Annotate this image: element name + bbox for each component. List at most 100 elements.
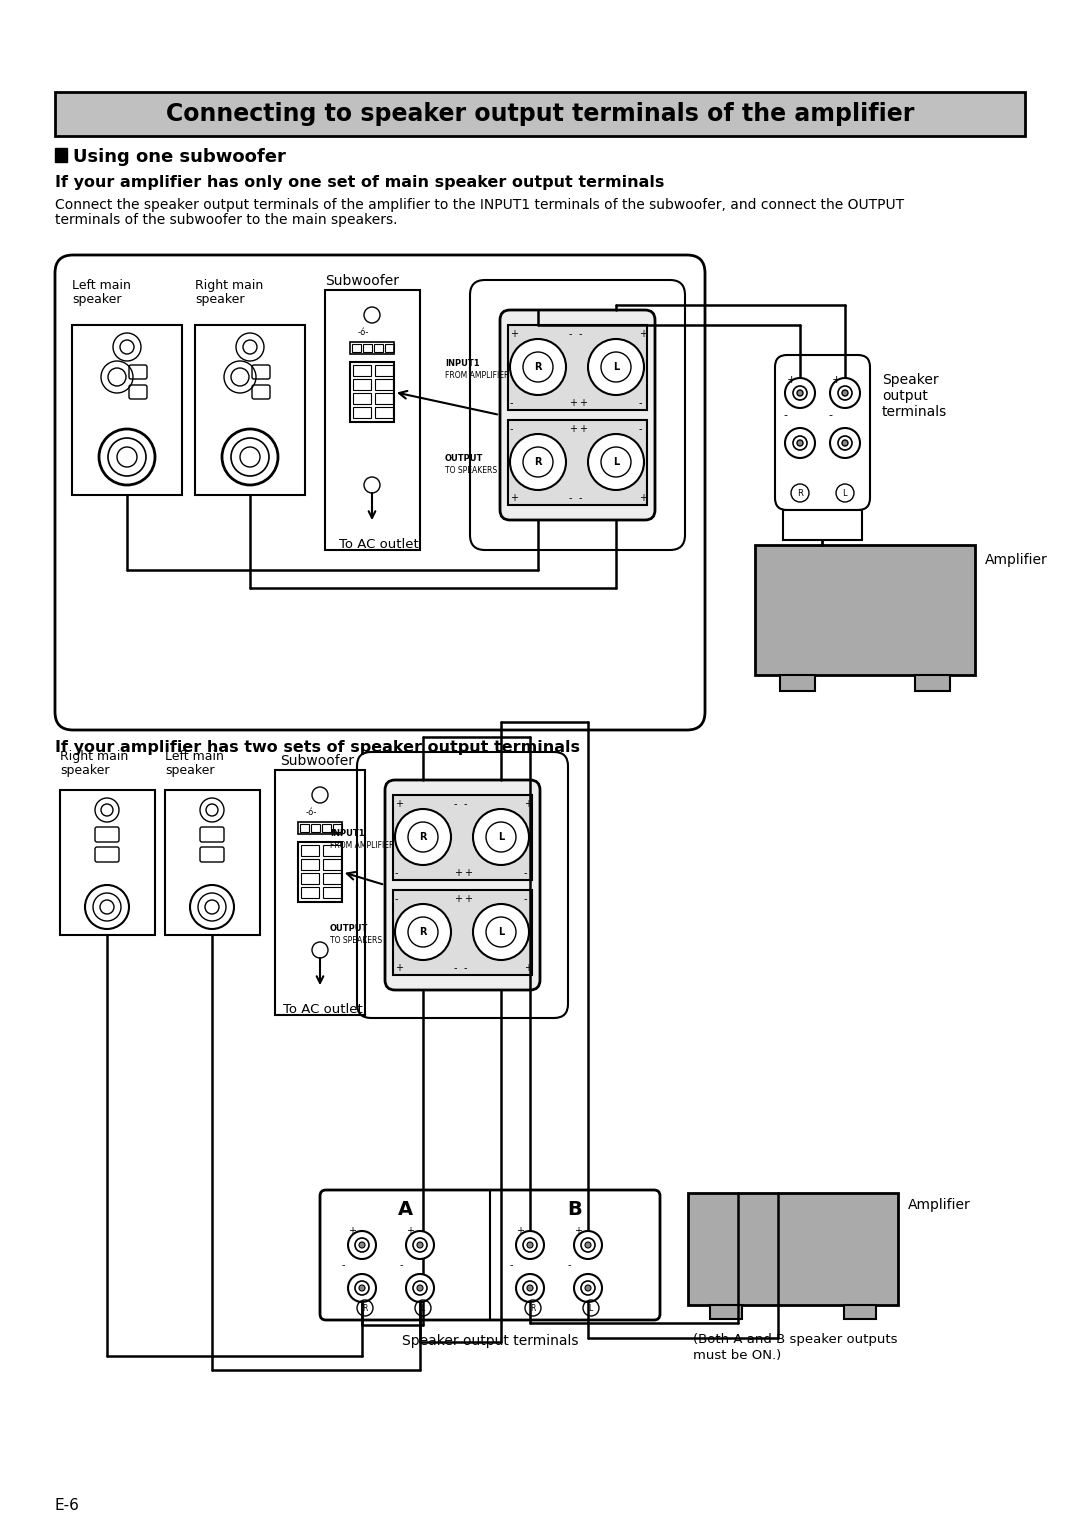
Bar: [353, 407, 372, 418]
Bar: [298, 823, 342, 835]
Bar: [300, 824, 309, 832]
Bar: [301, 887, 319, 897]
Bar: [393, 795, 532, 881]
Text: -: -: [579, 493, 582, 504]
Circle shape: [395, 809, 451, 865]
Circle shape: [838, 386, 852, 400]
Circle shape: [523, 1280, 537, 1296]
Circle shape: [523, 353, 553, 382]
Bar: [384, 343, 394, 353]
Text: +: +: [464, 868, 472, 877]
Text: +: +: [395, 963, 403, 974]
Circle shape: [527, 1242, 534, 1248]
Text: INPUT1: INPUT1: [445, 359, 480, 368]
Circle shape: [600, 353, 631, 382]
Bar: [60, 790, 156, 935]
Bar: [508, 325, 647, 410]
Bar: [374, 343, 383, 353]
Bar: [165, 790, 260, 935]
Text: R: R: [530, 1305, 536, 1312]
Text: +: +: [787, 375, 796, 385]
Text: terminals of the subwoofer to the main speakers.: terminals of the subwoofer to the main s…: [55, 214, 397, 227]
Bar: [311, 824, 320, 832]
Text: +: +: [524, 963, 532, 974]
Circle shape: [486, 823, 516, 852]
Circle shape: [581, 1238, 595, 1251]
Text: Amplifier: Amplifier: [908, 1198, 971, 1212]
Circle shape: [510, 433, 566, 490]
Text: L: L: [612, 362, 619, 372]
Circle shape: [842, 439, 848, 446]
Bar: [353, 365, 372, 375]
Bar: [333, 824, 342, 832]
Circle shape: [523, 1238, 537, 1251]
Text: FROM AMPLIFIER: FROM AMPLIFIER: [445, 371, 510, 380]
Bar: [301, 859, 319, 870]
Text: -: -: [510, 1260, 513, 1270]
Circle shape: [516, 1274, 544, 1302]
Bar: [301, 845, 319, 856]
Text: +: +: [454, 868, 462, 877]
Text: +: +: [569, 398, 577, 407]
Text: -: -: [464, 963, 468, 974]
Bar: [325, 290, 420, 549]
Bar: [352, 343, 361, 353]
Bar: [322, 824, 330, 832]
Circle shape: [588, 433, 644, 490]
Circle shape: [793, 436, 807, 450]
FancyBboxPatch shape: [320, 1190, 660, 1320]
Text: To AC outlet: To AC outlet: [339, 539, 419, 551]
Text: terminals: terminals: [882, 404, 947, 420]
Text: -: -: [579, 330, 582, 339]
Bar: [843, 1305, 876, 1318]
Circle shape: [413, 1238, 427, 1251]
Circle shape: [395, 903, 451, 960]
Circle shape: [413, 1280, 427, 1296]
Circle shape: [573, 1231, 602, 1259]
Bar: [353, 394, 372, 404]
Circle shape: [831, 427, 860, 458]
Text: L: L: [612, 456, 619, 467]
Bar: [375, 407, 393, 418]
Text: speaker: speaker: [195, 293, 244, 307]
Text: INPUT1: INPUT1: [330, 829, 365, 838]
Text: Speaker: Speaker: [882, 372, 939, 388]
Text: A: A: [397, 1199, 413, 1219]
Text: Right main: Right main: [60, 749, 129, 763]
Circle shape: [355, 1238, 369, 1251]
Text: Amplifier: Amplifier: [985, 552, 1048, 568]
Circle shape: [585, 1242, 591, 1248]
Text: -: -: [342, 1260, 346, 1270]
Circle shape: [359, 1285, 365, 1291]
Circle shape: [408, 917, 438, 948]
Text: -: -: [464, 800, 468, 809]
Circle shape: [588, 339, 644, 395]
Bar: [688, 1193, 897, 1305]
Text: +: +: [524, 800, 532, 809]
Bar: [301, 873, 319, 884]
Circle shape: [600, 447, 631, 478]
Text: R: R: [797, 488, 802, 497]
Circle shape: [842, 391, 848, 397]
Bar: [55, 148, 67, 162]
Circle shape: [473, 903, 529, 960]
Circle shape: [473, 809, 529, 865]
Text: If your amplifier has only one set of main speaker output terminals: If your amplifier has only one set of ma…: [55, 175, 664, 191]
Circle shape: [785, 427, 815, 458]
Text: To AC outlet: To AC outlet: [283, 1003, 363, 1016]
Text: +: +: [395, 800, 403, 809]
Bar: [375, 365, 393, 375]
Circle shape: [355, 1280, 369, 1296]
Text: +: +: [464, 894, 472, 903]
Text: -: -: [454, 963, 458, 974]
Text: Left main: Left main: [72, 279, 131, 291]
Text: R: R: [419, 832, 427, 842]
FancyBboxPatch shape: [500, 310, 654, 520]
Circle shape: [408, 823, 438, 852]
Text: -: -: [639, 398, 643, 407]
Circle shape: [585, 1285, 591, 1291]
Bar: [353, 378, 372, 391]
Bar: [915, 674, 950, 691]
Text: +: +: [406, 1225, 414, 1236]
Text: OUTPUT: OUTPUT: [330, 925, 368, 932]
